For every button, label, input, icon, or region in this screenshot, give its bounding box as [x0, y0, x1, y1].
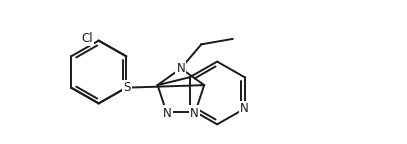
Text: Cl: Cl [81, 32, 93, 45]
Text: N: N [240, 102, 249, 115]
Text: N: N [163, 107, 172, 120]
Text: S: S [124, 81, 131, 94]
Text: N: N [177, 62, 185, 75]
Text: N: N [190, 107, 199, 120]
